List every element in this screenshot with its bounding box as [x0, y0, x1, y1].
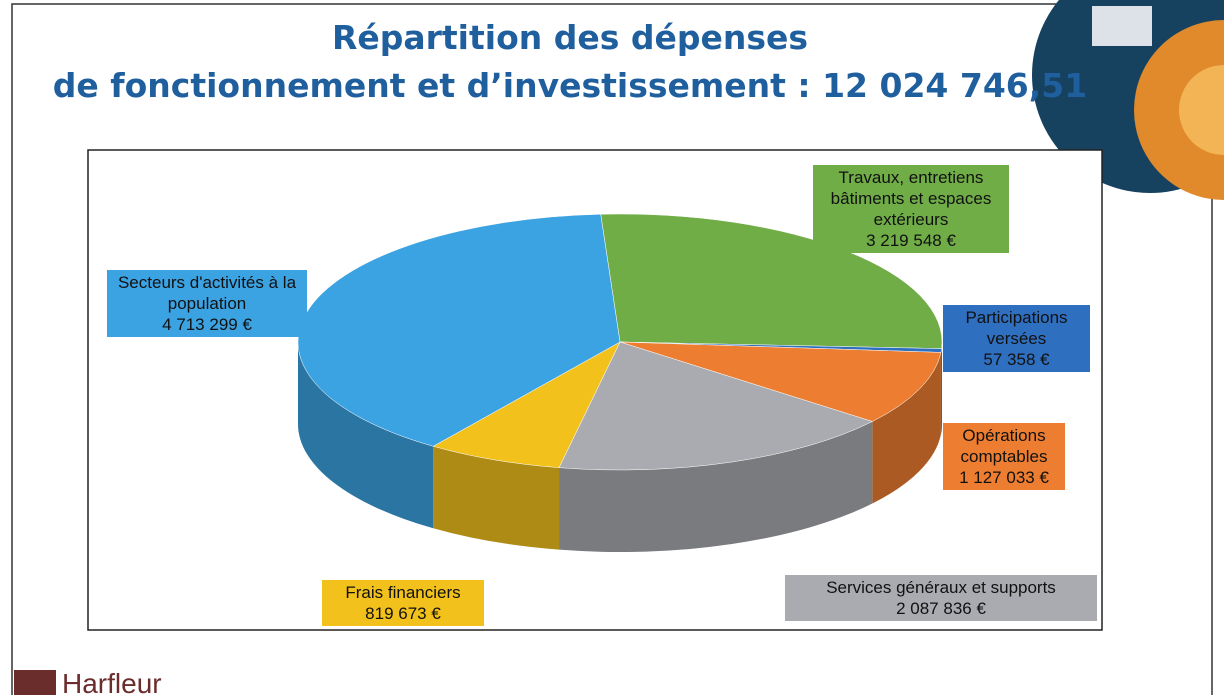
value-label: 4 713 299 €	[111, 314, 303, 335]
value-label: 1 127 033 €	[947, 467, 1061, 488]
category-label: Services généraux et supports	[789, 577, 1093, 598]
slice-side	[941, 349, 942, 435]
value-label: 3 219 548 €	[817, 230, 1005, 251]
logo-mark	[14, 670, 56, 695]
value-label: 819 673 €	[326, 603, 480, 624]
data-label: Travaux, entretiens bâtiments et espaces…	[813, 165, 1009, 253]
title-line: Répartition des dépenses	[0, 18, 1140, 57]
value-label: 2 087 836 €	[789, 598, 1093, 619]
slide: Répartition des dépenses de fonctionneme…	[0, 0, 1224, 695]
pie	[298, 214, 942, 552]
category-label: Opérations comptables	[947, 425, 1061, 467]
category-label: Travaux, entretiens bâtiments et espaces…	[817, 167, 1005, 230]
value-label: 57 358 €	[947, 349, 1086, 370]
category-label: Secteurs d'activités à la population	[111, 272, 303, 314]
category-label: Participations versées	[947, 307, 1086, 349]
category-label: Frais financiers	[326, 582, 480, 603]
title-line: de fonctionnement et d’investissement : …	[0, 66, 1140, 105]
logo-text: Harfleur	[62, 668, 162, 695]
